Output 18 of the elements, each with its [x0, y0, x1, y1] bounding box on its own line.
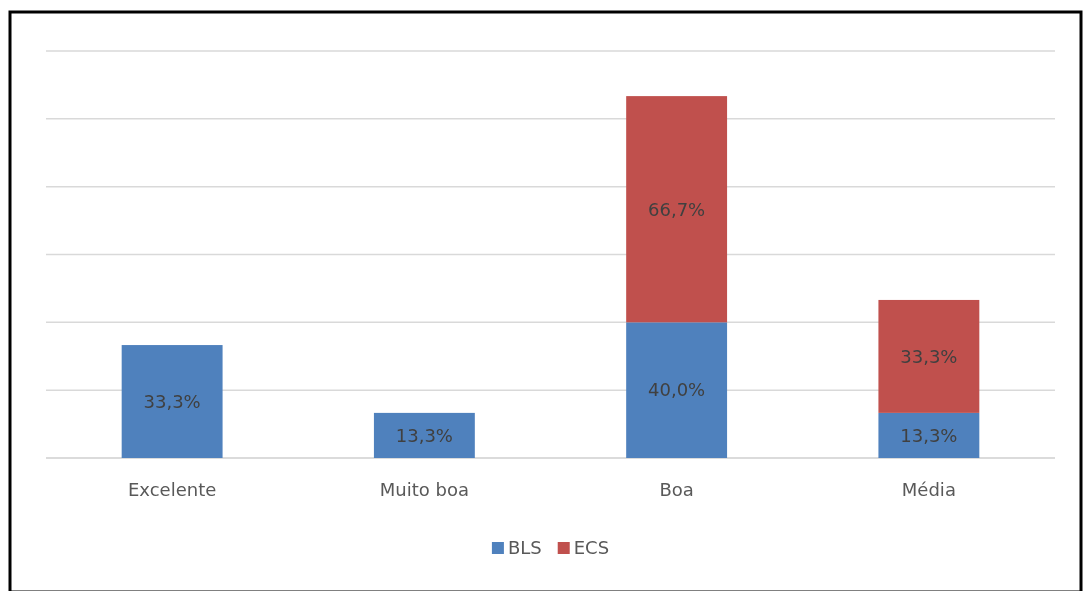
- data-label: 66,7%: [648, 198, 706, 220]
- bar: [878, 412, 980, 458]
- bar: [626, 322, 728, 458]
- bar: [373, 412, 475, 458]
- bar: [121, 345, 223, 458]
- bar: [626, 96, 728, 323]
- data-label: 40,0%: [648, 379, 706, 401]
- x-tick-label: Excelente: [127, 478, 217, 500]
- x-tick-label: Média: [901, 478, 956, 500]
- bar: [878, 299, 980, 413]
- data-label: 33,3%: [900, 345, 958, 367]
- x-tick-label: Muito boa: [379, 478, 469, 500]
- x-tick-label: Boa: [659, 478, 694, 500]
- legend-label: ECS: [573, 537, 610, 559]
- legend-label: BLS: [507, 537, 542, 559]
- data-label: 13,3%: [395, 424, 453, 446]
- data-label: 13,3%: [900, 424, 958, 446]
- data-label: 33,3%: [143, 390, 201, 412]
